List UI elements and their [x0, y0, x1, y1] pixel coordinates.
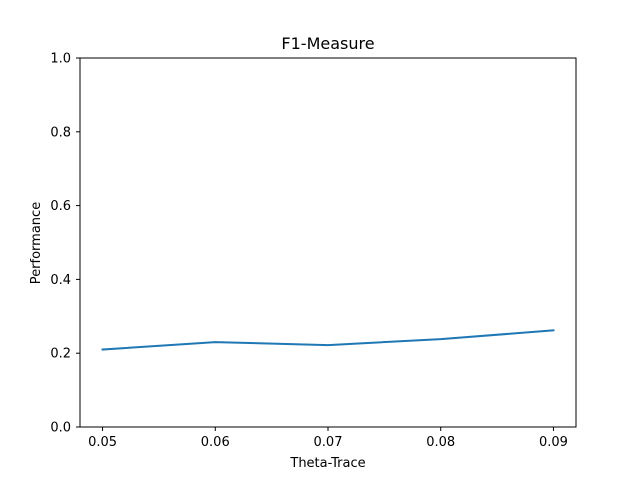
chart-title: F1-Measure: [281, 34, 374, 53]
y-tick-label: 0.2: [50, 347, 71, 362]
y-tick-label: 0.8: [50, 125, 71, 140]
x-tick-label: 0.07: [314, 435, 343, 450]
x-tick-label: 0.08: [426, 435, 455, 450]
y-tick-label: 0.4: [50, 273, 71, 288]
x-tick-label: 0.05: [88, 435, 117, 450]
axes-frame: [79, 57, 577, 428]
y-tick-label: 0.6: [50, 199, 71, 214]
y-tick-label: 1.0: [50, 52, 71, 67]
y-tick-label: 0.0: [50, 421, 71, 436]
series-line-0: [101, 329, 555, 351]
y-axis-label: Performance: [29, 202, 44, 284]
plot-area: 0.05 0.06 0.07 0.08 0.09 0.0 0.2 0.4 0.6 0.8 1.0: [50, 52, 577, 450]
x-tick-label: 0.09: [539, 435, 568, 450]
x-tick-label: 0.06: [201, 435, 230, 450]
x-axis-label: Theta-Trace: [289, 456, 365, 471]
